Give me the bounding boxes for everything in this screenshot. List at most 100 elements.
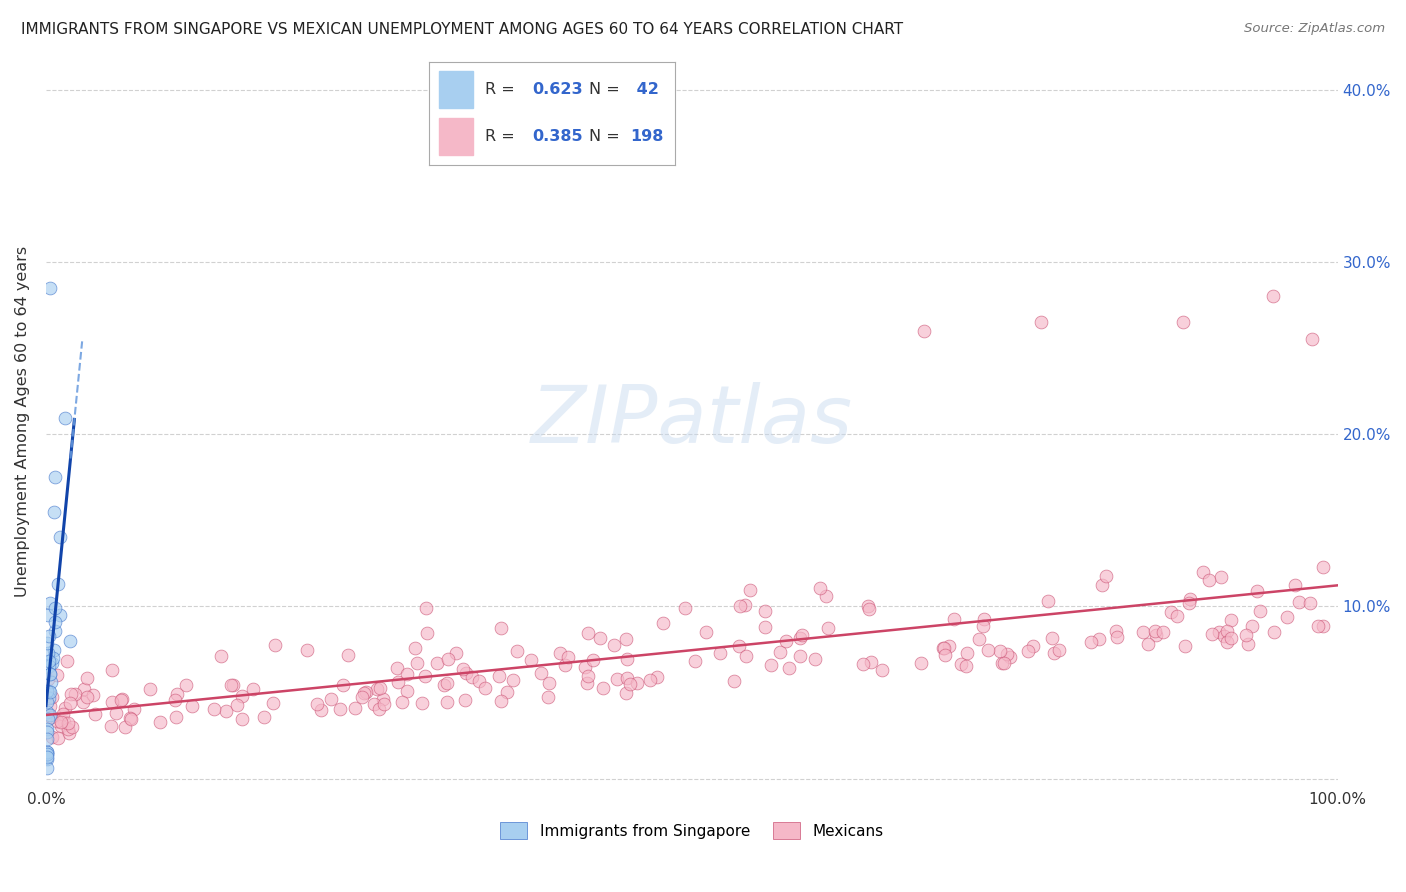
Point [35,683,58,698]
Point [912,324,935,338]
Point [789,649,811,664]
Point [789,631,811,645]
Point [42,643,65,657]
Point [728,639,751,653]
Point [1312,559,1334,574]
Point [872,663,894,677]
Point [1178,596,1201,610]
Point [1021,640,1043,654]
Point [474,681,496,696]
Point [1095,569,1118,583]
Point [1166,609,1188,624]
Point [614,685,637,699]
Point [307,697,329,711]
Point [1212,629,1234,643]
Point [114,720,136,734]
Point [396,684,419,698]
Point [1216,624,1239,638]
Point [759,658,782,673]
Point [537,690,560,704]
Point [37,746,59,760]
Point [740,583,762,598]
Point [405,656,427,670]
Point [955,646,977,660]
Point [39,710,62,724]
Point [56,654,79,668]
Point [1043,646,1066,660]
Point [35,761,58,775]
Point [1091,578,1114,592]
Point [852,657,875,671]
Point [37,672,59,686]
Point [616,652,638,666]
Point [202,702,225,716]
Point [1087,632,1109,647]
Point [468,674,491,689]
Point [46,577,69,591]
Point [683,654,706,668]
Point [1219,613,1241,627]
Point [444,646,467,660]
Point [44,601,66,615]
Point [614,632,637,647]
Point [934,641,956,656]
Point [1029,315,1052,329]
Point [673,600,696,615]
Point [769,645,792,659]
Point [366,681,388,696]
Text: IMMIGRANTS FROM SINGAPORE VS MEXICAN UNEMPLOYMENT AMONG AGES 60 TO 64 YEARS CORR: IMMIGRANTS FROM SINGAPORE VS MEXICAN UNE… [21,22,903,37]
Point [735,649,758,664]
Point [977,643,1000,657]
Point [44,505,66,519]
Point [100,719,122,733]
Point [817,621,839,635]
Point [557,650,579,665]
Point [1132,625,1154,640]
Point [1171,315,1194,329]
Point [491,694,513,708]
Point [262,697,284,711]
Point [589,631,612,645]
Point [972,619,994,633]
Point [955,659,977,673]
Point [139,682,162,697]
Point [576,676,599,690]
Point [344,701,367,715]
Point [165,710,187,724]
Point [1160,605,1182,619]
Point [1306,619,1329,633]
Point [640,673,662,687]
Point [606,672,628,686]
Point [576,669,599,683]
Point [231,712,253,726]
Point [1143,624,1166,639]
Point [332,678,354,692]
Point [46,731,69,745]
Point [530,665,553,680]
Point [44,615,66,630]
Point [180,699,202,714]
Point [1275,610,1298,624]
Point [1000,650,1022,665]
Point [496,685,519,699]
Point [404,640,426,655]
Point [415,601,437,615]
Point [60,687,83,701]
Point [1312,619,1334,633]
Point [354,685,377,699]
Point [1234,628,1257,642]
Point [995,647,1018,661]
Point [219,678,242,692]
Point [1201,626,1223,640]
Point [991,656,1014,670]
Point [969,632,991,646]
Point [59,696,82,710]
Point [1047,643,1070,657]
Point [1261,289,1284,303]
Point [548,646,571,660]
Point [373,698,395,712]
Point [943,612,966,626]
Point [149,714,172,729]
Point [779,661,801,675]
Point [45,668,67,682]
